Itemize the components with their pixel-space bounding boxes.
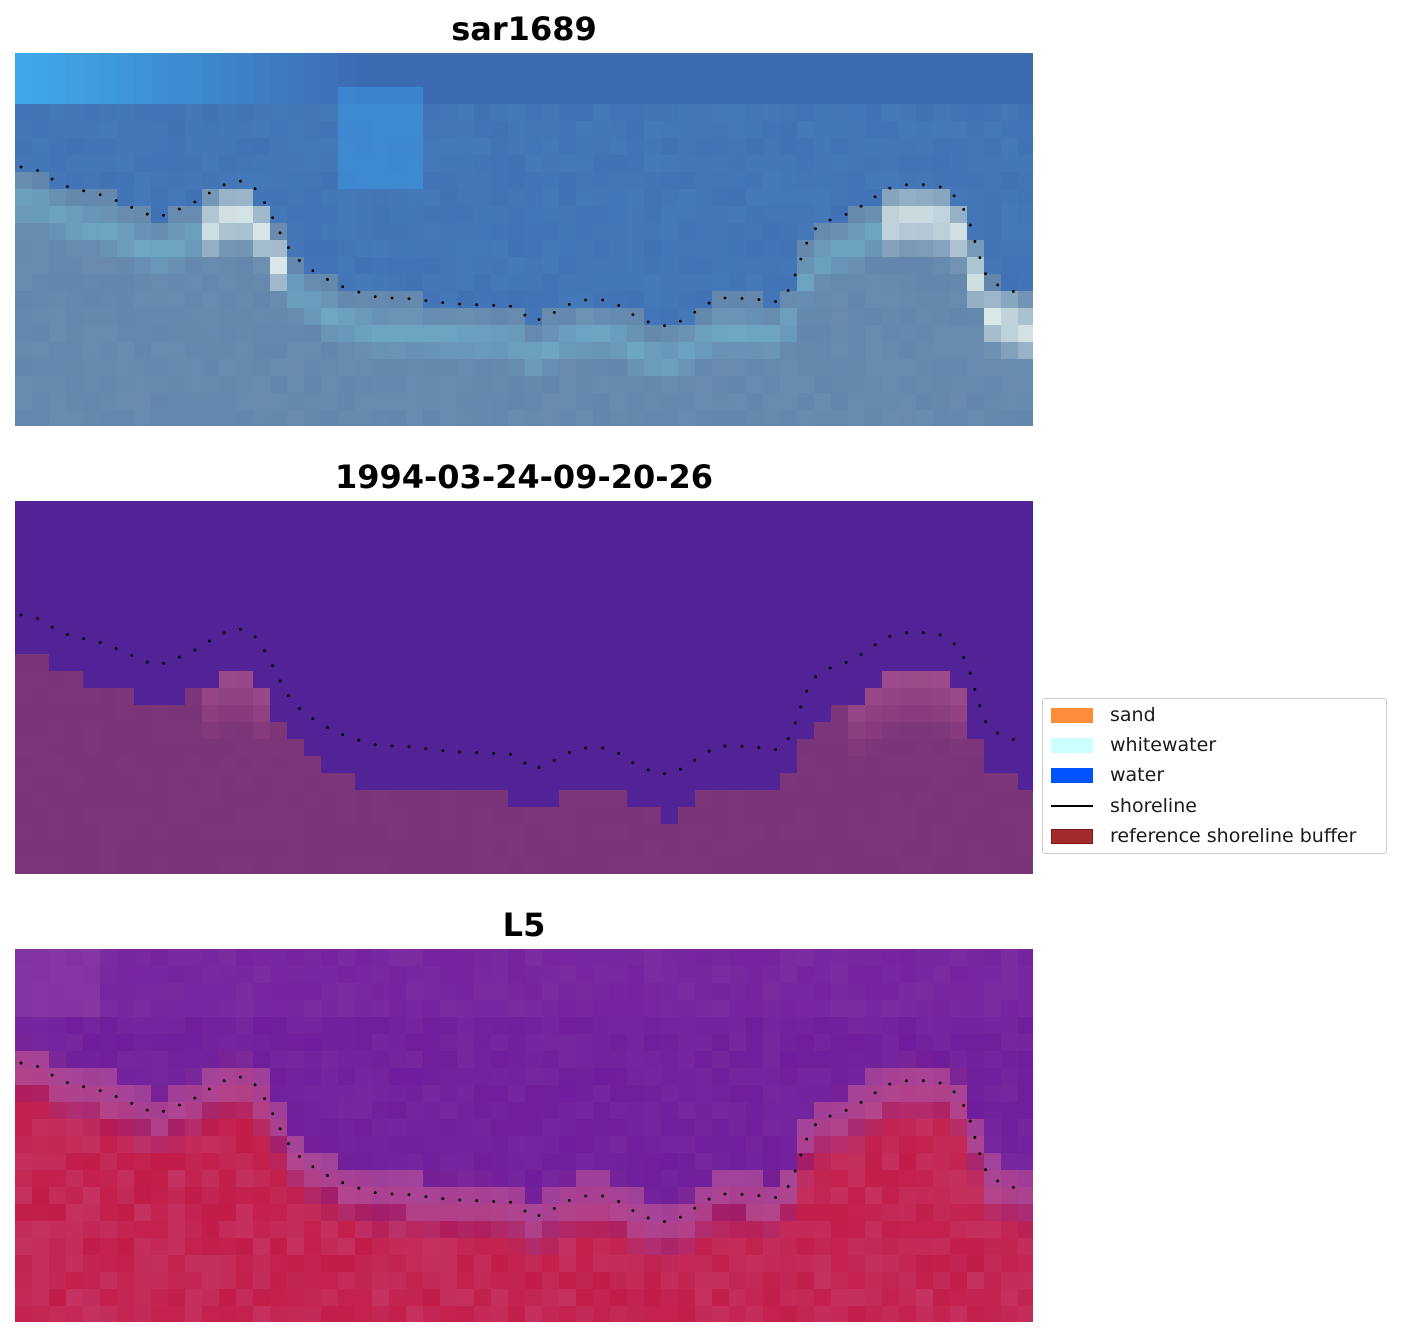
legend-label-water: water — [1110, 764, 1165, 786]
legend-swatch-whitewater — [1051, 737, 1093, 753]
rgb-image-panel — [15, 53, 1033, 426]
legend-label-sand: sand — [1110, 704, 1156, 726]
panel-title-1: sar1689 — [451, 10, 597, 48]
legend-line-shoreline — [1051, 805, 1093, 807]
classified-image-panel — [15, 501, 1033, 874]
legend-swatch-sand — [1051, 707, 1093, 723]
legend: sand whitewater water shoreline referenc… — [1042, 698, 1387, 854]
legend-item-sand: sand — [1051, 704, 1156, 726]
classified-image — [15, 501, 1033, 874]
legend-item-shoreline: shoreline — [1051, 795, 1197, 817]
shoreline-dots — [19, 613, 1015, 776]
rgb-image — [15, 53, 1033, 426]
legend-item-water: water — [1051, 764, 1165, 786]
index-image — [15, 949, 1033, 1322]
legend-swatch-reference-buffer — [1051, 828, 1093, 844]
legend-swatch-water — [1051, 767, 1093, 783]
panel-title-3: L5 — [502, 906, 546, 944]
legend-label-reference-buffer: reference shoreline buffer — [1110, 825, 1357, 847]
legend-item-whitewater: whitewater — [1051, 734, 1217, 756]
panel-title-2: 1994-03-24-09-20-26 — [334, 458, 714, 496]
legend-label-shoreline: shoreline — [1110, 795, 1197, 817]
index-image-panel — [15, 949, 1033, 1322]
legend-label-whitewater: whitewater — [1110, 734, 1217, 756]
legend-item-reference-buffer: reference shoreline buffer — [1051, 825, 1357, 847]
shoreline-dots — [19, 1061, 1015, 1224]
shoreline-dots — [19, 165, 1015, 328]
